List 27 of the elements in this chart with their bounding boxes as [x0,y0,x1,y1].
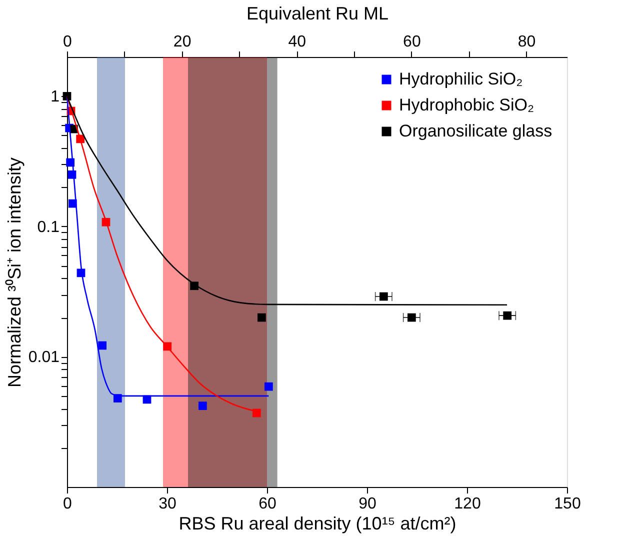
x2-tick-label: 80 [518,34,536,50]
x2-tick-label: 20 [173,34,192,50]
legend-label: Hydrophobic SiO₂ [399,96,534,114]
point [264,382,273,391]
x2-tick-label: 0 [63,34,72,50]
y-tick-label: 0.1 [37,218,60,236]
point [379,292,388,301]
point [503,311,512,320]
x-axis-title: RBS Ru areal density (10¹⁵ at/cm²) [178,514,456,534]
x-tick-label: 150 [554,496,581,512]
x-tick-label: 120 [454,496,481,512]
x-tick-label: 60 [258,496,276,512]
x2-tick-label: 40 [288,34,306,50]
y-axis-title: Normalized ³⁰Si⁺ ion intensity [4,157,24,388]
point [198,402,207,410]
x-tick-label: 90 [358,496,376,512]
x2-axis-title: Equivalent Ru ML [246,4,389,24]
legend-label: Organosilicate glass [399,122,552,140]
point [98,341,107,350]
x-tick-label: 0 [63,496,72,512]
point [407,313,416,322]
x-tick-label: 30 [158,496,176,512]
point [257,313,266,322]
y-tick-label: 1 [50,88,60,106]
x2-tick-label: 60 [403,34,421,50]
y-tick-label: 0.01 [28,349,60,366]
legend-label: Hydrophilic SiO₂ [399,70,523,88]
